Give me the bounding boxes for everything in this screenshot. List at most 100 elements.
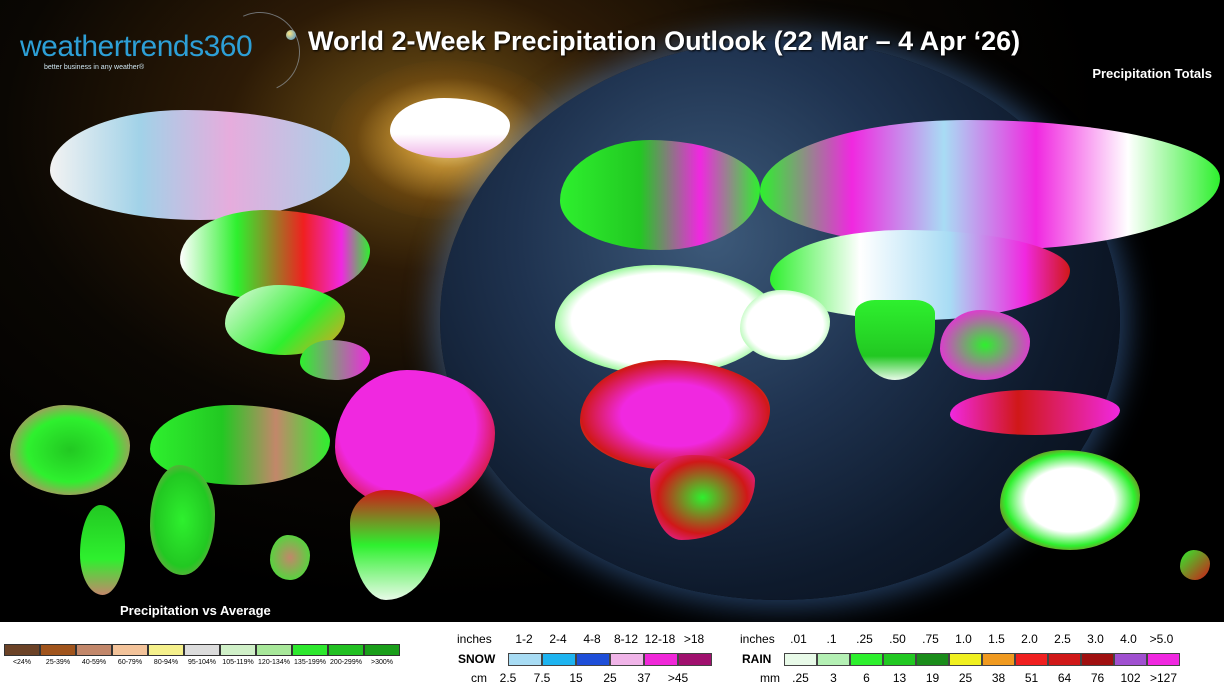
rain-legend-swatch (883, 652, 916, 666)
average-legend-swatch (4, 644, 40, 656)
rain-inches-label: .50 (889, 632, 906, 646)
inset-map (0, 395, 340, 610)
rain-inches-label: .1 (826, 632, 837, 646)
region-new-zealand (1180, 550, 1210, 580)
inset-africa (150, 465, 215, 575)
average-legend-swatch (220, 644, 256, 656)
map-subtitle: Precipitation Totals (1092, 66, 1212, 81)
average-legend-label: 80-94% (153, 659, 179, 666)
logo-brand: weathertrends (20, 30, 204, 63)
rain-legend-swatch (982, 652, 1015, 666)
snow-swatch-row: SNOW (458, 652, 712, 666)
snow-legend-swatch (644, 652, 678, 666)
average-legend: <24% 25-39% 40-59% 60-79% 80-94% 95-104% 105-1… (4, 644, 436, 666)
rain-legend-swatch (949, 652, 982, 666)
snow-metric-unit: cm (471, 671, 487, 685)
snow-metric-label: 25 (603, 671, 617, 685)
weathertrends-logo: weathertrends360 better business in any … (20, 0, 312, 104)
inset-label: Precipitation vs Average (120, 603, 271, 618)
rain-legend-swatch (1015, 652, 1048, 666)
snow-metric-label: 37 (637, 671, 651, 685)
snow-legend-swatch (610, 652, 644, 666)
logo-number: 360 (203, 30, 253, 63)
region-north-america-snow (50, 110, 350, 220)
rain-inches-row: inches .01 .1 .25 .50 .75 1.0 1.5 2.0 2.5 3.0 4.0 >5… (740, 632, 1178, 646)
region-central-america (300, 340, 370, 380)
rain-legend-swatch (784, 652, 817, 666)
rain-metric-label: 38 (991, 671, 1006, 685)
rain-inches-label: 2.0 (1021, 632, 1038, 646)
average-legend-label: 25-39% (45, 659, 71, 666)
rain-metric-label: >127 (1149, 671, 1178, 685)
rain-inches-label: 2.5 (1054, 632, 1071, 646)
snow-legend-name: SNOW (458, 652, 496, 666)
rain-inches-label: 1.0 (955, 632, 972, 646)
region-greenland (390, 98, 510, 158)
snow-cm-row: cm 2.5 7.5 15 25 37 >45 (455, 671, 695, 685)
rain-metric-label: 13 (892, 671, 907, 685)
rain-legend-swatch (1048, 652, 1081, 666)
region-indonesia (950, 390, 1120, 435)
logo-text: weathertrends360 (20, 30, 253, 64)
logo-tagline: better business in any weather® (44, 64, 145, 71)
rain-legend-swatch (817, 652, 850, 666)
logo-sun-icon (286, 30, 296, 40)
snow-metric-label: >45 (667, 671, 689, 685)
average-legend-swatches (4, 644, 436, 656)
rain-mm-row: mm .25 3 6 13 19 25 38 51 64 76 102 >127 (758, 671, 1180, 685)
rain-swatch-row: RAIN (742, 652, 1180, 666)
rain-legend-swatch (916, 652, 949, 666)
average-legend-swatch (328, 644, 364, 656)
region-central-africa (580, 360, 770, 470)
average-legend-swatch (184, 644, 220, 656)
snow-metric-label: 7.5 (533, 671, 551, 685)
region-europe (560, 140, 760, 250)
average-legend-label: 60-79% (117, 659, 143, 666)
rain-inches-label: .01 (790, 632, 807, 646)
average-legend-swatch (40, 644, 76, 656)
region-sahara (555, 265, 775, 375)
rain-metric-label: 6 (863, 671, 870, 685)
rain-legend-name: RAIN (742, 652, 772, 666)
rain-inches-label: 1.5 (988, 632, 1005, 646)
inset-australia (270, 535, 310, 580)
average-legend-swatch (76, 644, 112, 656)
snow-legend-swatch (508, 652, 542, 666)
average-legend-swatch (112, 644, 148, 656)
rain-metric-label: 3 (830, 671, 837, 685)
rain-inches-label: 4.0 (1120, 632, 1137, 646)
snow-inches-label: 4-8 (583, 632, 601, 646)
average-legend-label: 40-59% (81, 659, 107, 666)
rain-metric-label: 25 (958, 671, 973, 685)
legend-bar: <24% 25-39% 40-59% 60-79% 80-94% 95-104% 105-1… (0, 622, 1224, 687)
rain-inches-label: 3.0 (1087, 632, 1104, 646)
region-australia (1000, 450, 1140, 550)
region-south-america (335, 370, 495, 510)
average-legend-label: 95-104% (187, 659, 217, 666)
region-siberia (760, 120, 1220, 250)
rain-inches-unit: inches (740, 632, 775, 646)
inset-south-america (80, 505, 125, 595)
snow-inches-label: 8-12 (613, 632, 639, 646)
rain-metric-unit: mm (760, 671, 780, 685)
snow-inches-unit: inches (457, 632, 492, 646)
rain-inches-label: .25 (856, 632, 873, 646)
average-legend-labels: <24% 25-39% 40-59% 60-79% 80-94% 95-104% 105-1… (4, 659, 436, 666)
average-legend-label: <24% (12, 659, 32, 666)
rain-legend-swatch (1081, 652, 1114, 666)
region-arabia (740, 290, 830, 360)
snow-legend-swatch (576, 652, 610, 666)
map-title: World 2-Week Precipitation Outlook (22 M… (308, 26, 1021, 56)
region-southeast-asia (940, 310, 1030, 380)
average-legend-label: 105-119% (222, 659, 254, 666)
snow-metric-label: 2.5 (499, 671, 517, 685)
average-legend-label: 135-199% (294, 659, 326, 666)
average-legend-label: 120-134% (258, 659, 290, 666)
rain-metric-label: 51 (1024, 671, 1039, 685)
snow-inches-label: 12-18 (644, 632, 676, 646)
snow-inches-label: >18 (683, 632, 705, 646)
average-legend-label: 200-299% (330, 659, 362, 666)
average-legend-swatch (148, 644, 184, 656)
average-legend-swatch (256, 644, 292, 656)
